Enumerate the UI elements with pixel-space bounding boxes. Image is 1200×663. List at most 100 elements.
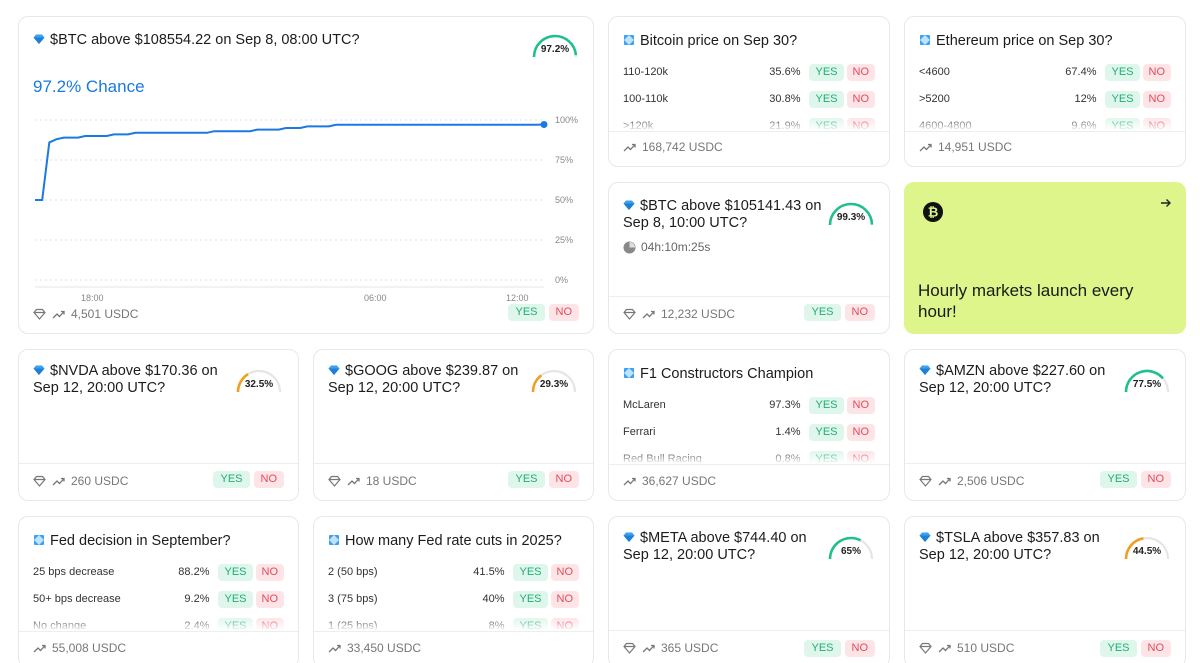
no-button[interactable]: NO [548, 304, 579, 321]
yes-button[interactable]: YES [508, 471, 545, 488]
option-label: 3 (75 bps) [328, 593, 378, 605]
market-card-fed-cuts[interactable]: How many Fed rate cuts in 2025? 2 (50 bp… [313, 516, 594, 663]
option-probability: 9.2% [184, 593, 210, 605]
no-button[interactable]: NO [255, 590, 284, 608]
trend-up-icon [623, 143, 636, 152]
diamond-icon [623, 532, 635, 542]
volume-label: 55,008 USDC [52, 641, 127, 655]
market-card-meta[interactable]: $META above $744.40 on Sep 12, 20:00 UTC… [608, 516, 890, 663]
no-button[interactable]: NO [846, 63, 875, 81]
no-button[interactable]: NO [1140, 471, 1171, 488]
no-button[interactable]: NO [1140, 640, 1171, 657]
yes-button[interactable]: YES [809, 90, 844, 108]
diamond-icon [920, 35, 930, 45]
option-label: 25 bps decrease [33, 566, 115, 578]
option-probability: 67.4% [1065, 66, 1097, 78]
series-end-point [540, 120, 548, 128]
yes-button[interactable]: YES [213, 471, 250, 488]
diamond-outline-icon [33, 308, 46, 320]
no-button[interactable]: NO [846, 396, 875, 414]
no-button[interactable]: NO [253, 471, 284, 488]
yes-button[interactable]: YES [804, 640, 841, 657]
market-card-bitcoin-sep30[interactable]: Bitcoin price on Sep 30? 110-120k 35.6% YE… [608, 16, 890, 167]
no-button[interactable]: NO [1142, 63, 1171, 81]
diamond-icon [624, 368, 634, 378]
option-label: 110-120k [623, 66, 669, 78]
market-title: $BTC above $108554.22 on Sep 8, 08:00 UT… [33, 32, 360, 49]
promo-card-hourly-markets[interactable]: ₿ Hourly markets launch every hour! [904, 182, 1186, 334]
no-button[interactable]: NO [550, 590, 579, 608]
market-footer: 510 USDC [919, 641, 1014, 655]
diamond-icon [919, 365, 931, 375]
market-card-nvda[interactable]: $NVDA above $170.36 on Sep 12, 20:00 UTC… [18, 349, 299, 501]
probability-gauge: 29.3% [530, 368, 578, 398]
volume-label: 2,506 USDC [957, 474, 1025, 488]
market-card-goog[interactable]: $GOOG above $239.87 on Sep 12, 20:00 UTC… [313, 349, 594, 501]
market-title: Bitcoin price on Sep 30? [623, 33, 797, 50]
yes-button[interactable]: YES [218, 590, 253, 608]
x-tick-label: 06:00 [364, 293, 387, 303]
volume-label: 365 USDC [661, 641, 719, 655]
market-card-btc-hourly[interactable]: $BTC above $105141.43 on Sep 8, 10:00 UT… [608, 182, 890, 334]
arrow-right-icon[interactable] [1160, 197, 1172, 209]
market-footer: 365 USDC [623, 641, 718, 655]
no-button[interactable]: NO [846, 90, 875, 108]
no-button[interactable]: NO [846, 423, 875, 441]
trend-up-icon [347, 477, 360, 486]
trend-up-icon [33, 644, 46, 653]
no-button[interactable]: NO [844, 304, 875, 321]
yes-button[interactable]: YES [1100, 640, 1137, 657]
volume-label: 33,450 USDC [347, 641, 422, 655]
yes-button[interactable]: YES [809, 423, 844, 441]
market-title: $BTC above $105141.43 on Sep 8, 10:00 UT… [623, 198, 822, 231]
option-row: McLaren 97.3% YES NO [623, 395, 875, 415]
svg-text:₿: ₿ [928, 206, 939, 221]
option-probability: 30.8% [769, 93, 801, 105]
no-button[interactable]: NO [548, 471, 579, 488]
yes-button[interactable]: YES [218, 563, 253, 581]
yes-button[interactable]: YES [1105, 63, 1140, 81]
series-line [35, 123, 545, 201]
diamond-icon [623, 200, 635, 210]
probability-gauge: 99.3% [827, 201, 875, 231]
option-label: 100-110k [623, 93, 669, 105]
option-label: McLaren [623, 399, 666, 411]
yes-button[interactable]: YES [809, 63, 844, 81]
diamond-icon [33, 365, 45, 375]
gauge-fill [236, 372, 249, 393]
yes-button[interactable]: YES [513, 590, 548, 608]
market-card-fed-decision[interactable]: Fed decision in September? 25 bps decrea… [18, 516, 299, 663]
option-row: 100-110k 30.8% YES NO [623, 89, 875, 109]
yes-button[interactable]: YES [804, 304, 841, 321]
no-button[interactable]: NO [844, 640, 875, 657]
option-row: Ferrari 1.4% YES NO [623, 422, 875, 442]
option-label: 50+ bps decrease [33, 593, 121, 605]
no-button[interactable]: NO [255, 563, 284, 581]
yes-button[interactable]: YES [1105, 90, 1140, 108]
market-footer: 55,008 USDC [33, 641, 126, 655]
diamond-outline-icon [623, 642, 636, 654]
volume-label: 14,951 USDC [938, 140, 1013, 154]
market-card-tsla[interactable]: $TSLA above $357.83 on Sep 12, 20:00 UTC… [904, 516, 1186, 663]
volume-label: 260 USDC [71, 474, 129, 488]
no-button[interactable]: NO [1142, 90, 1171, 108]
option-probability: 97.3% [769, 399, 801, 411]
market-card-f1-constructors[interactable]: F1 Constructors Champion McLaren 97.3% YES… [608, 349, 890, 501]
market-card-amzn[interactable]: $AMZN above $227.60 on Sep 12, 20:00 UTC… [904, 349, 1186, 501]
yes-button[interactable]: YES [513, 563, 548, 581]
yes-button[interactable]: YES [809, 396, 844, 414]
option-row: >5200 12% YES NO [919, 89, 1171, 109]
gauge-fill [828, 536, 862, 560]
market-title: $NVDA above $170.36 on Sep 12, 20:00 UTC… [33, 363, 218, 396]
option-label: 2 (50 bps) [328, 566, 378, 578]
yes-button[interactable]: YES [508, 304, 545, 321]
no-button[interactable]: NO [550, 563, 579, 581]
probability-chart: 100% 75% 50% 25% 0% 18:00 06:00 12:00 [35, 115, 578, 303]
trend-up-icon [52, 477, 65, 486]
market-title: F1 Constructors Champion [623, 366, 813, 383]
market-card-btc-featured[interactable]: $BTC above $108554.22 on Sep 8, 08:00 UT… [18, 16, 594, 334]
volume-label: 18 USDC [366, 474, 417, 488]
diamond-icon [328, 365, 340, 375]
yes-button[interactable]: YES [1100, 471, 1137, 488]
market-card-ethereum-sep30[interactable]: Ethereum price on Sep 30? <4600 67.4% YES N… [904, 16, 1186, 167]
